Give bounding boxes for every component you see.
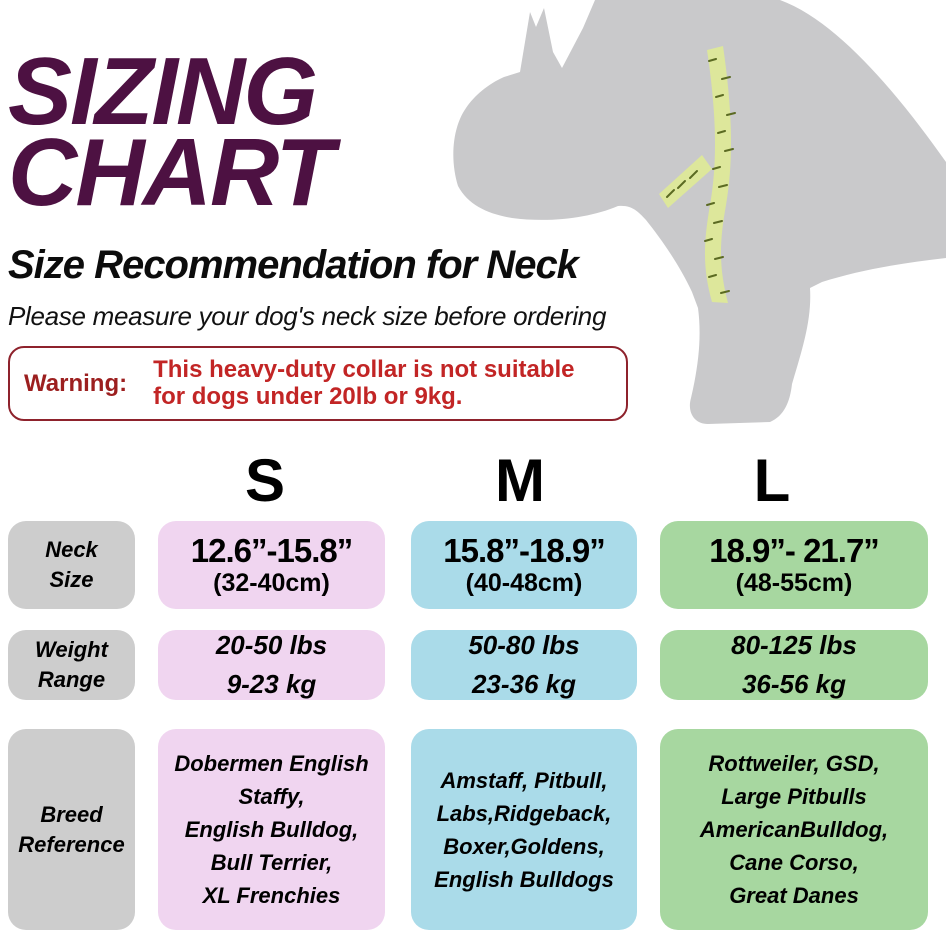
cell-weight-m: 50-80 lbs 23-36 kg [411,630,637,700]
size-header-s: S [244,447,286,514]
neck-size-s-cm: (32-40cm) [213,569,330,598]
weight-s-lbs: 20-50 lbs [215,630,328,660]
row-label-weight-range: Weight Range [8,630,135,700]
breeds-l-list: Rottweiler, GSD, Large Pitbulls American… [699,751,889,908]
neck-size-l-inches: 18.9”- 21.7” [709,531,880,569]
warning-text: This heavy-duty collar is not suitable f… [153,355,575,410]
measure-note: Please measure your dog's neck size befo… [8,301,607,331]
cell-breeds-m: Amstaff, Pitbull, Labs,Ridgeback, Boxer,… [411,729,637,930]
cell-neck-size-s: 12.6”-15.8” (32-40cm) [158,521,385,609]
row-label-neck-size: Neck Size [8,521,135,609]
neck-size-m-cm: (40-48cm) [465,569,583,598]
size-header-l: L [753,447,791,514]
row-label-text: Weight Range [35,637,108,692]
cell-breeds-s: Dobermen English Staffy, English Bulldog… [158,729,385,930]
neck-size-l-cm: (48-55cm) [735,569,853,598]
cell-breeds-l: Rottweiler, GSD, Large Pitbulls American… [660,729,928,930]
warning-box: Warning: This heavy-duty collar is not s… [8,346,628,421]
page-title-line1: SIZING [8,38,318,145]
size-header-m: M [495,447,545,514]
cell-weight-l: 80-125 lbs 36-56 kg [660,630,928,700]
page-title-line2: CHART [8,118,334,226]
subtitle: Size Recommendation for Neck [8,243,579,287]
breeds-s-list: Dobermen English Staffy, English Bulldog… [174,751,369,908]
dog-illustration [440,0,946,445]
dog-silhouette-with-measuring-tape [453,0,946,424]
warning-label: Warning: [24,369,128,397]
cell-neck-size-m: 15.8”-18.9” (40-48cm) [411,521,637,609]
tape-tick-marks [666,58,736,294]
weight-m-lbs: 50-80 lbs [468,630,580,660]
dog-silhouette [453,0,946,424]
page-title: SIZING CHART [8,38,334,226]
row-label-text: Neck Size [45,537,98,592]
neck-size-m-inches: 15.8”-18.9” [443,531,605,569]
cell-neck-size-l: 18.9”- 21.7” (48-55cm) [660,521,928,609]
cell-weight-s: 20-50 lbs 9-23 kg [158,630,385,700]
weight-m-kg: 23-36 kg [471,669,577,699]
row-label-breed-reference: Breed Reference [8,729,135,930]
row-label-text: Breed Reference [18,801,125,857]
breeds-m-list: Amstaff, Pitbull, Labs,Ridgeback, Boxer,… [434,767,614,892]
weight-s-kg: 9-23 kg [226,669,317,699]
neck-size-s-inches: 12.6”-15.8” [190,531,353,569]
weight-l-kg: 36-56 kg [741,669,847,699]
weight-l-lbs: 80-125 lbs [731,630,857,660]
